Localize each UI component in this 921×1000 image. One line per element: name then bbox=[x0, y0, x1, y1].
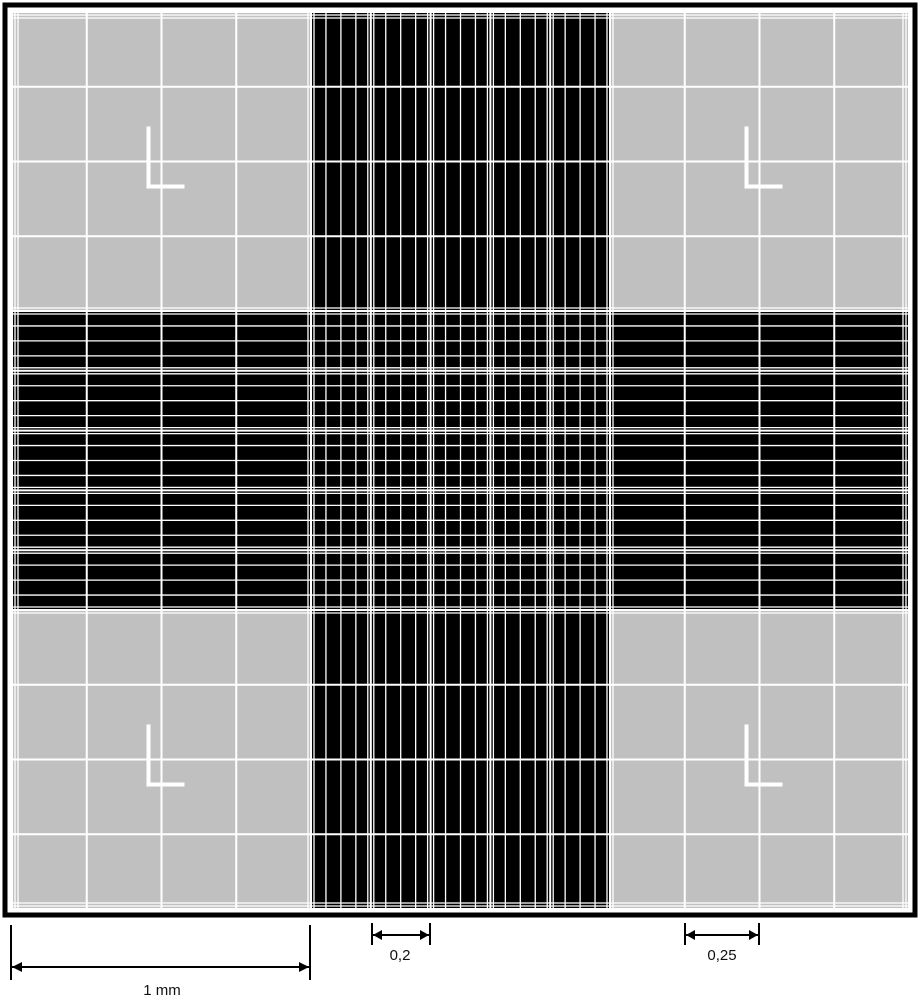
l-marker-icon bbox=[146, 724, 185, 787]
scale-bar-0-25: 0,25 bbox=[684, 923, 760, 964]
outer-frame bbox=[2, 2, 918, 918]
scale-bar-0-2: 0,2 bbox=[371, 923, 431, 964]
l-marker-icon bbox=[146, 126, 185, 189]
l-marker-icon bbox=[744, 724, 783, 787]
l-marker-icon bbox=[744, 126, 783, 189]
scale-label-0-25: 0,25 bbox=[707, 947, 736, 964]
scale-label-1mm: 1 mm bbox=[143, 982, 181, 999]
scale-bar-1mm: 1 mm bbox=[10, 925, 311, 999]
scale-label-0-2: 0,2 bbox=[390, 947, 411, 964]
